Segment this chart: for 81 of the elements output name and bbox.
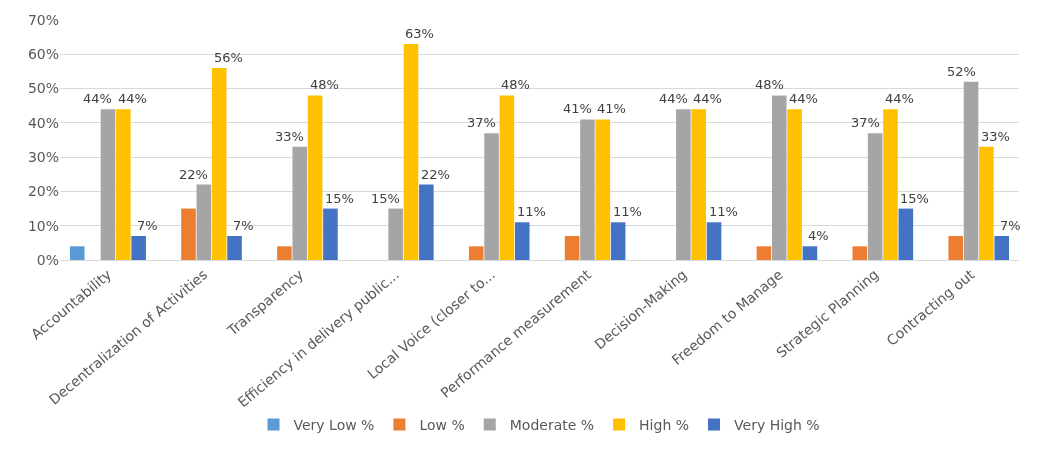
bar <box>580 119 595 260</box>
bar <box>131 236 146 260</box>
bar <box>948 236 963 260</box>
bar <box>963 81 979 260</box>
data-label: 7% <box>1000 218 1021 233</box>
bar <box>116 109 131 260</box>
data-label: 44% <box>659 91 688 106</box>
data-label: 52% <box>947 64 976 79</box>
legend-label: Very High % <box>734 416 820 433</box>
y-tick-label: 20% <box>27 183 59 200</box>
bar <box>595 119 611 260</box>
bar <box>883 109 898 260</box>
bar <box>979 146 994 260</box>
bar <box>277 246 292 260</box>
data-label: 44% <box>789 91 818 106</box>
bar <box>292 146 308 260</box>
bar <box>994 236 1010 260</box>
bar <box>484 133 499 260</box>
bar <box>227 236 242 260</box>
bar <box>403 44 419 260</box>
data-label: 15% <box>371 191 400 206</box>
data-label: 48% <box>501 77 530 92</box>
legend-label: Moderate % <box>509 416 595 433</box>
y-tick-label: 0% <box>36 251 59 268</box>
bar <box>388 208 403 260</box>
data-label: 44% <box>118 91 147 106</box>
data-label: 15% <box>325 191 354 206</box>
y-tick-label: 10% <box>27 217 59 234</box>
data-label: 48% <box>755 77 784 92</box>
data-label: 11% <box>709 204 738 219</box>
legend-label: Low % <box>419 416 465 433</box>
bar <box>100 109 116 260</box>
bar <box>211 68 227 260</box>
data-label: 7% <box>233 218 254 233</box>
bar <box>706 222 722 260</box>
y-tick-label: 70% <box>27 11 59 28</box>
bar <box>771 95 787 260</box>
bar <box>676 109 691 260</box>
data-label: 37% <box>851 115 880 130</box>
data-label: 37% <box>467 115 496 130</box>
data-label: 11% <box>613 204 642 219</box>
data-label: 48% <box>310 77 339 92</box>
data-label: 44% <box>693 91 722 106</box>
bar <box>564 236 580 260</box>
bar <box>852 246 868 260</box>
data-label: 33% <box>981 129 1010 144</box>
data-label: 41% <box>597 101 626 116</box>
bar <box>69 246 85 260</box>
bar <box>419 184 434 260</box>
data-label: 11% <box>517 204 546 219</box>
data-label: 56% <box>214 50 243 65</box>
bar <box>499 95 515 260</box>
bar <box>196 184 212 260</box>
data-label: 22% <box>421 167 450 182</box>
bar <box>610 222 626 260</box>
bar <box>468 246 484 260</box>
legend-label: Very Low % <box>293 416 375 433</box>
y-tick-label: 50% <box>27 80 59 97</box>
y-tick-label: 40% <box>27 114 59 131</box>
bar <box>787 109 802 260</box>
data-label: 22% <box>179 167 208 182</box>
data-label: 7% <box>137 218 158 233</box>
data-label: 4% <box>808 228 829 243</box>
bar <box>802 246 818 260</box>
data-label: 15% <box>900 191 929 206</box>
bar <box>756 246 772 260</box>
bar <box>514 222 530 260</box>
bar <box>867 133 883 260</box>
bar <box>307 95 323 260</box>
bar <box>181 208 196 260</box>
data-label: 44% <box>885 91 914 106</box>
bar <box>323 208 338 260</box>
legend-label: High % <box>639 416 690 433</box>
y-tick-label: 30% <box>27 149 59 166</box>
bar <box>691 109 706 260</box>
data-label: 63% <box>405 26 434 41</box>
data-label: 41% <box>563 101 592 116</box>
data-label: 44% <box>83 91 112 106</box>
bar <box>898 208 914 260</box>
data-label: 33% <box>275 129 304 144</box>
y-tick-label: 60% <box>27 46 59 63</box>
